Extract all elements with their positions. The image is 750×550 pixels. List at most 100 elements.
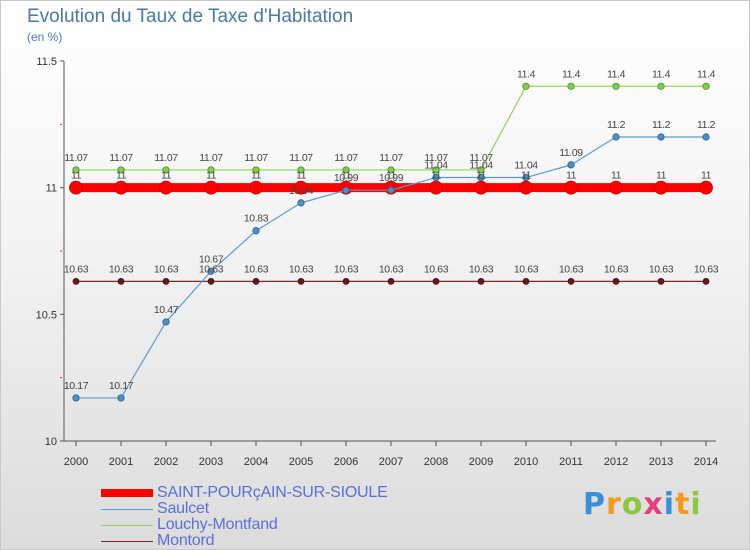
data-label: 10.63 bbox=[199, 263, 224, 275]
data-label: 11.07 bbox=[64, 152, 88, 164]
y-tick-label: 10.5 bbox=[36, 309, 57, 321]
data-label: 10.67 bbox=[199, 253, 224, 265]
logo-letter: i bbox=[690, 487, 702, 522]
data-label: 11.07 bbox=[109, 152, 133, 164]
data-label: 11.4 bbox=[562, 68, 581, 80]
data-point bbox=[702, 133, 710, 141]
data-point bbox=[252, 277, 260, 285]
legend-label: SAINT-POURçAIN-SUR-SIOULE bbox=[157, 484, 388, 501]
data-label: 10.47 bbox=[154, 304, 179, 316]
data-point bbox=[432, 173, 440, 182]
logo-letter: P bbox=[583, 487, 606, 522]
data-label: 10.63 bbox=[694, 263, 719, 275]
data-point bbox=[204, 180, 218, 195]
data-point bbox=[117, 277, 125, 285]
x-tick-label: 2014 bbox=[694, 456, 718, 468]
data-point bbox=[657, 133, 665, 141]
y-tick-label: 10 bbox=[45, 436, 57, 448]
chart-legend: SAINT-POURçAIN-SUR-SIOULE Saulcet Louchy-M… bbox=[101, 484, 388, 549]
data-point bbox=[654, 180, 668, 195]
data-label: 11 bbox=[476, 170, 487, 182]
data-point bbox=[702, 82, 710, 90]
data-label: 11 bbox=[431, 170, 442, 182]
data-point bbox=[69, 180, 83, 195]
data-label: 11 bbox=[521, 170, 532, 182]
data-label: 11.04 bbox=[469, 160, 493, 172]
data-label: 11 bbox=[701, 170, 712, 182]
data-point bbox=[612, 277, 620, 285]
data-label: 11 bbox=[566, 170, 577, 182]
data-point bbox=[162, 318, 170, 326]
data-point bbox=[567, 161, 575, 169]
x-tick-label: 2003 bbox=[199, 456, 223, 468]
data-label: 10.63 bbox=[469, 263, 494, 275]
data-label: 10.63 bbox=[334, 263, 359, 275]
logo-letter: x bbox=[643, 487, 664, 522]
data-point bbox=[612, 82, 620, 90]
data-point bbox=[159, 180, 173, 195]
data-label: 10.63 bbox=[289, 263, 314, 275]
data-point bbox=[294, 180, 308, 195]
data-point bbox=[387, 277, 395, 285]
legend-swatch bbox=[101, 524, 153, 526]
data-label: 10.63 bbox=[154, 263, 179, 275]
data-point bbox=[699, 180, 713, 195]
legend-item: Montord bbox=[101, 532, 388, 549]
data-point bbox=[609, 180, 623, 195]
x-tick-label: 2008 bbox=[424, 456, 448, 468]
data-label: 10.99 bbox=[334, 172, 359, 184]
data-point bbox=[297, 277, 305, 285]
data-point bbox=[249, 180, 263, 195]
legend-item: SAINT-POURçAIN-SUR-SIOULE bbox=[101, 484, 388, 501]
data-label: 11 bbox=[116, 170, 127, 182]
legend-item: Saulcet bbox=[101, 500, 388, 517]
data-label: 11 bbox=[161, 170, 172, 182]
data-label: 11.07 bbox=[154, 152, 178, 164]
data-label: 10.17 bbox=[64, 380, 89, 392]
data-label: 11 bbox=[251, 170, 262, 182]
data-point bbox=[519, 180, 533, 195]
data-point bbox=[612, 133, 620, 141]
data-point bbox=[117, 394, 125, 402]
proxiti-logo: Proxiti bbox=[583, 487, 702, 522]
logo-letter: o bbox=[621, 487, 644, 522]
data-label: 11.2 bbox=[652, 119, 671, 131]
data-label: 11.04 bbox=[514, 160, 538, 172]
data-label: 11 bbox=[386, 170, 397, 182]
data-point bbox=[657, 82, 665, 90]
x-tick-label: 2001 bbox=[109, 456, 133, 468]
data-label: 10.63 bbox=[244, 263, 269, 275]
y-tick-label: 11 bbox=[46, 183, 57, 195]
legend-swatch bbox=[101, 489, 153, 497]
data-point bbox=[432, 166, 440, 174]
data-point bbox=[207, 277, 215, 285]
data-point bbox=[474, 180, 488, 195]
data-label: 10.63 bbox=[649, 263, 674, 275]
data-label: 11.07 bbox=[379, 152, 403, 164]
data-point bbox=[342, 277, 350, 285]
data-label: 10.99 bbox=[379, 172, 404, 184]
data-label: 11.4 bbox=[607, 68, 626, 80]
data-label: 10.63 bbox=[64, 263, 89, 275]
data-label: 11.07 bbox=[199, 152, 223, 164]
data-point bbox=[252, 227, 260, 235]
data-point bbox=[297, 166, 305, 174]
x-tick-label: 2011 bbox=[559, 456, 583, 468]
x-tick-label: 2004 bbox=[244, 456, 268, 468]
x-tick-label: 2010 bbox=[514, 456, 538, 468]
data-label: 10.63 bbox=[559, 263, 584, 275]
data-point bbox=[567, 277, 575, 285]
data-label: 11 bbox=[296, 170, 307, 182]
data-label: 10.63 bbox=[379, 263, 404, 275]
data-label: 11 bbox=[611, 170, 622, 182]
data-label: 11 bbox=[656, 170, 667, 182]
x-tick-label: 2005 bbox=[289, 456, 313, 468]
data-label: 10.63 bbox=[424, 263, 449, 275]
data-point bbox=[162, 166, 170, 174]
data-point bbox=[252, 166, 260, 174]
data-point bbox=[564, 180, 578, 195]
data-label: 11 bbox=[71, 170, 82, 182]
chart-title: Evolution du Taux de Taxe d'Habitation bbox=[27, 6, 354, 27]
